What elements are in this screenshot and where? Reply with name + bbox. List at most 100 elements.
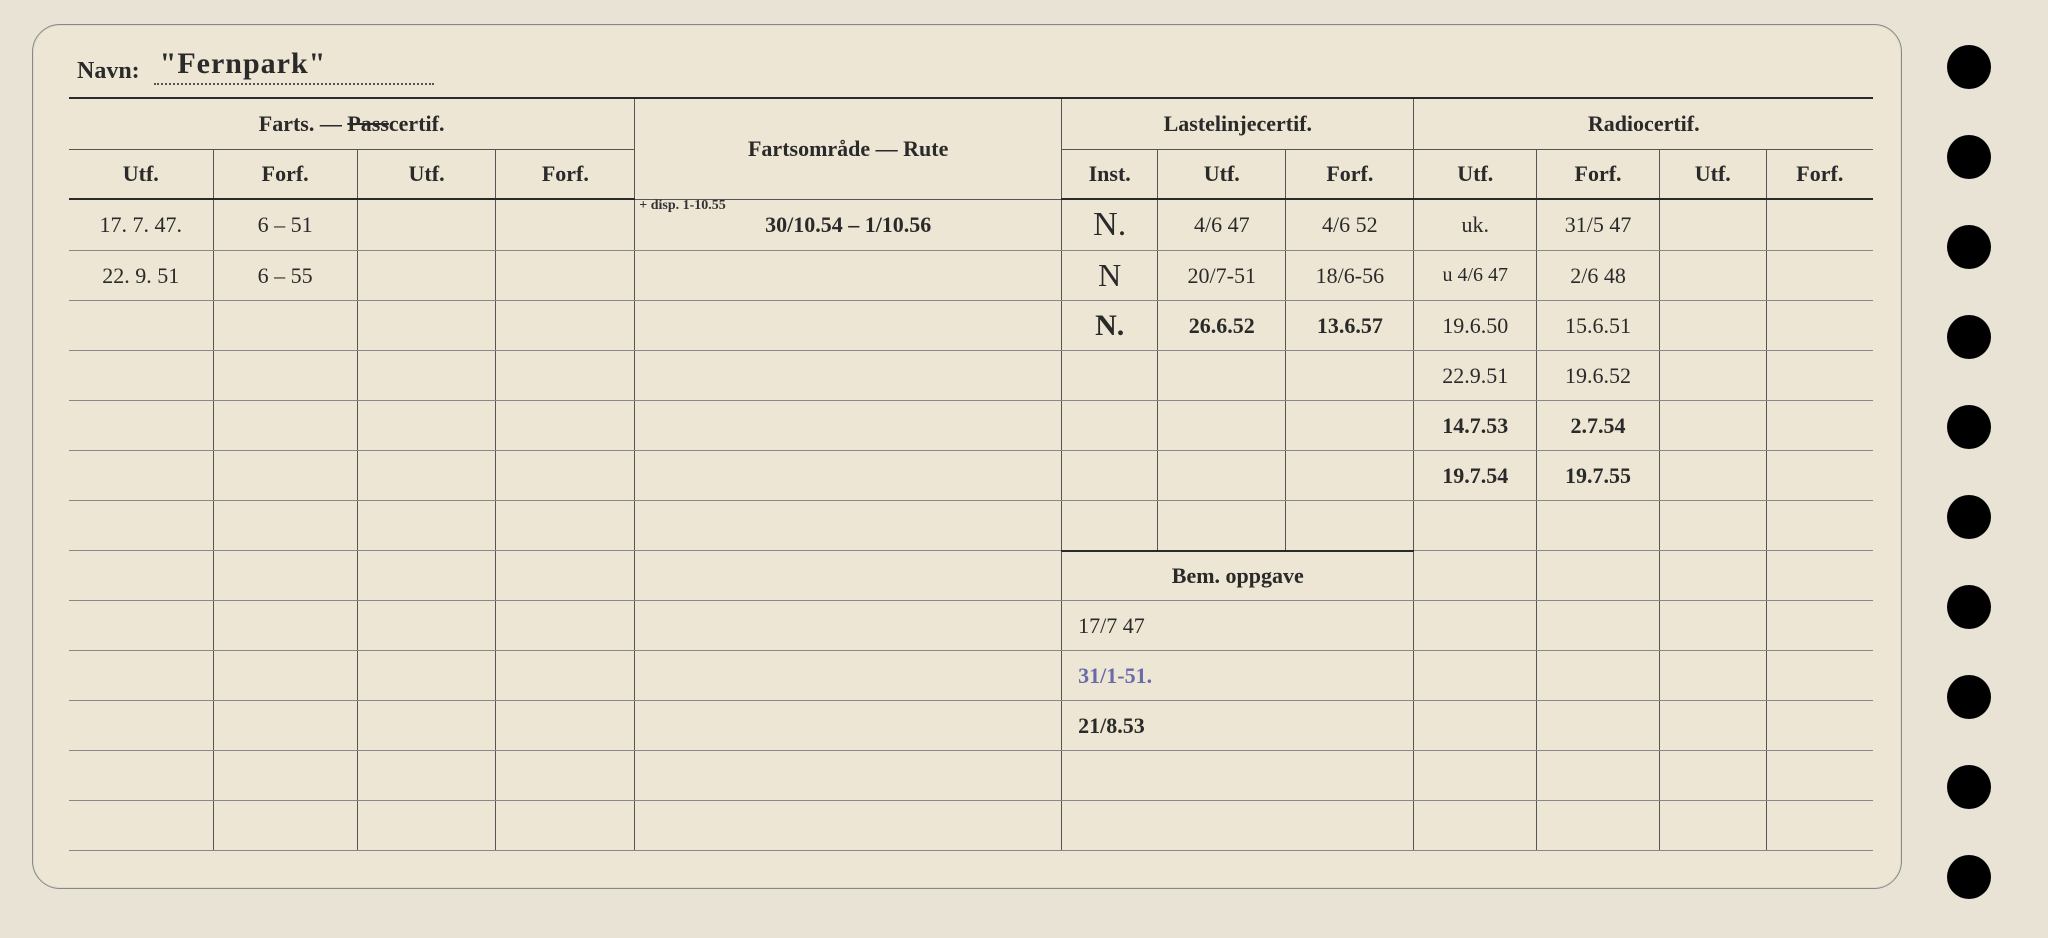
cell — [635, 651, 1062, 701]
table-body: 17. 7. 47. 6 – 51 + disp. 1-10.55 30/10.… — [69, 199, 1873, 851]
cell — [496, 801, 635, 851]
cell-r-forf: 2/6 48 — [1537, 251, 1660, 301]
navn-row: Navn: "Fernpark" — [69, 47, 1873, 85]
cell — [496, 351, 635, 401]
bem-cell: 21/8.53 — [1062, 701, 1414, 751]
cell — [635, 701, 1062, 751]
cell — [357, 451, 496, 501]
cell — [1766, 199, 1873, 251]
cell — [1414, 751, 1537, 801]
col-l-utf: Utf. — [1158, 149, 1286, 199]
cell — [1766, 701, 1873, 751]
cell — [1766, 651, 1873, 701]
cell — [357, 751, 496, 801]
cell — [357, 351, 496, 401]
cell — [213, 301, 357, 351]
cell — [69, 351, 213, 401]
group-fartsomrade: Fartsområde — Rute — [635, 99, 1062, 199]
strike-pass: Pass — [347, 111, 389, 136]
cell — [635, 451, 1062, 501]
cell — [1414, 501, 1537, 551]
cell — [213, 551, 357, 601]
table-row — [69, 501, 1873, 551]
punch-hole — [1947, 765, 1991, 809]
table-row: Bem. oppgave — [69, 551, 1873, 601]
cell-r-forf: 19.7.55 — [1537, 451, 1660, 501]
cell — [496, 301, 635, 351]
cell-r-forf: 15.6.51 — [1537, 301, 1660, 351]
cell — [1659, 199, 1766, 251]
cell — [69, 301, 213, 351]
table-row — [69, 801, 1873, 851]
cell — [357, 701, 496, 751]
cell — [635, 551, 1062, 601]
cell-l-inst: N — [1062, 251, 1158, 301]
cell — [1766, 601, 1873, 651]
cell-f-forf: 6 – 55 — [213, 251, 357, 301]
cell — [1414, 801, 1537, 851]
table-row: 22. 9. 51 6 – 55 N 20/7-51 18/6-56 u 4/6… — [69, 251, 1873, 301]
col-r-utf2: Utf. — [1659, 149, 1766, 199]
cell-l-utf: 26.6.52 — [1158, 301, 1286, 351]
cell — [1537, 601, 1660, 651]
cell-f-utf: 22. 9. 51 — [69, 251, 213, 301]
cell — [1659, 301, 1766, 351]
cell — [1766, 351, 1873, 401]
cell — [213, 801, 357, 851]
cell — [213, 601, 357, 651]
cell — [1158, 451, 1286, 501]
col-f-forf2: Forf. — [496, 149, 635, 199]
cell — [1659, 701, 1766, 751]
cell — [1766, 401, 1873, 451]
cell — [1062, 351, 1158, 401]
cell — [635, 301, 1062, 351]
cell — [1766, 751, 1873, 801]
cell-l-inst: N. — [1062, 199, 1158, 251]
punch-hole — [1947, 405, 1991, 449]
group-header-row: Farts. — Passcertif. Fartsområde — Rute … — [69, 99, 1873, 149]
col-r-forf: Forf. — [1537, 149, 1660, 199]
punch-hole — [1947, 315, 1991, 359]
col-f-utf: Utf. — [69, 149, 213, 199]
cell — [213, 651, 357, 701]
cell — [69, 651, 213, 701]
punch-holes — [1947, 45, 1991, 899]
cell-r-forf: 2.7.54 — [1537, 401, 1660, 451]
punch-hole — [1947, 855, 1991, 899]
record-card: Navn: "Fernpark" Farts. — Passcertif. Fa… — [32, 24, 1902, 889]
cell — [1414, 701, 1537, 751]
cell — [496, 701, 635, 751]
cell-f-utf: 17. 7. 47. — [69, 199, 213, 251]
cell — [496, 501, 635, 551]
table-row: 21/8.53 — [69, 701, 1873, 751]
punch-hole — [1947, 225, 1991, 269]
cell — [496, 751, 635, 801]
cell — [496, 651, 635, 701]
cell-r-utf: u 4/6 47 — [1414, 251, 1537, 301]
cell — [635, 751, 1062, 801]
cell — [357, 199, 496, 251]
cell — [1414, 651, 1537, 701]
cell — [357, 601, 496, 651]
cell — [1537, 651, 1660, 701]
table-row: N. 26.6.52 13.6.57 19.6.50 15.6.51 — [69, 301, 1873, 351]
col-f-forf: Forf. — [213, 149, 357, 199]
cell — [1062, 451, 1158, 501]
table-row: 22.9.51 19.6.52 — [69, 351, 1873, 401]
cell — [69, 801, 213, 851]
cell — [1537, 501, 1660, 551]
cell — [1659, 801, 1766, 851]
cell-f-forf: 6 – 51 — [213, 199, 357, 251]
cell — [357, 651, 496, 701]
col-l-inst: Inst. — [1062, 149, 1158, 199]
cell — [1414, 601, 1537, 651]
table-row: 19.7.54 19.7.55 — [69, 451, 1873, 501]
cell — [1537, 701, 1660, 751]
cell — [1158, 351, 1286, 401]
cell — [357, 801, 496, 851]
cell — [69, 501, 213, 551]
cell-r-forf: 31/5 47 — [1537, 199, 1660, 251]
cell — [1537, 801, 1660, 851]
cell — [1659, 251, 1766, 301]
punch-hole — [1947, 675, 1991, 719]
